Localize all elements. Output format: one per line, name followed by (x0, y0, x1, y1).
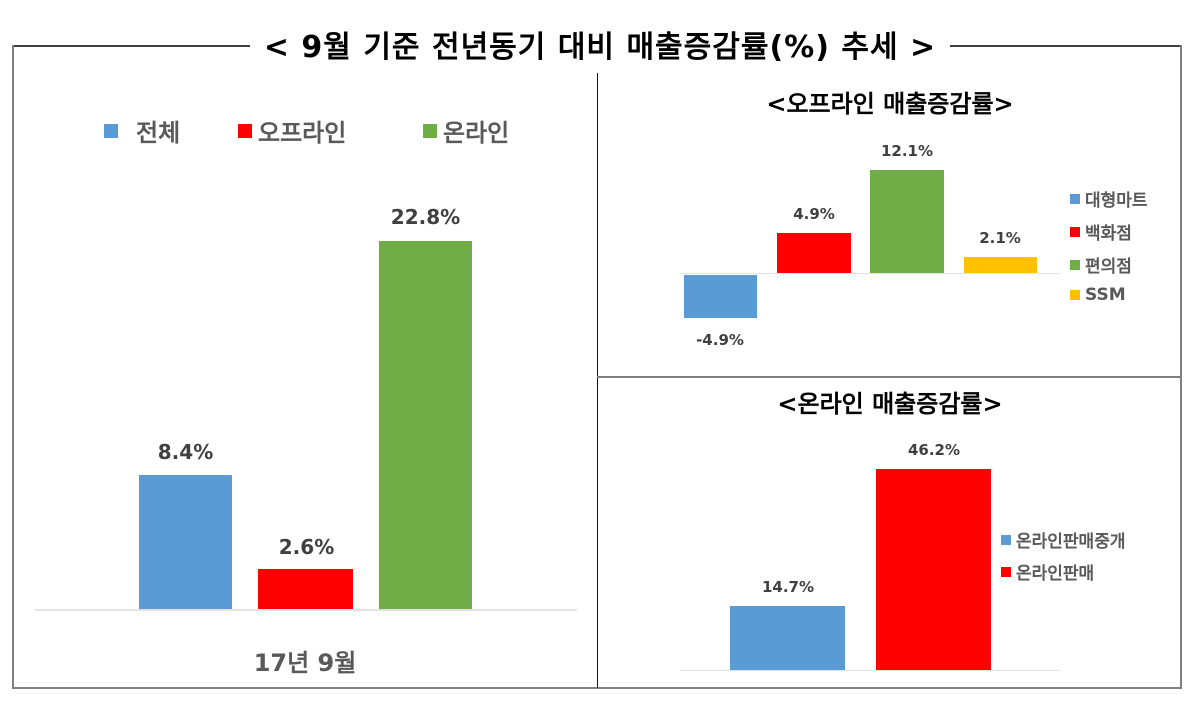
red-swatch-icon (1001, 566, 1011, 577)
blue-swatch-icon (1070, 193, 1080, 204)
offline-chart-title: <오프라인 매출증감률> (766, 90, 1014, 118)
legend-item-online-marketplace: 온라인판매중개 (1001, 527, 1125, 552)
online-chart-title: <온라인 매출증감률> (777, 390, 1003, 418)
bar-total (139, 475, 232, 610)
red-swatch-icon (1070, 226, 1080, 237)
bar-convenience-store (870, 170, 944, 274)
bar-online-retail (876, 469, 991, 670)
red-swatch-icon (238, 123, 252, 138)
frame-right-border (1180, 45, 1182, 689)
value-label-convenience-store: 12.1% (880, 142, 934, 160)
legend-label: 전체 (136, 119, 181, 147)
legend-item-total: 전체 (104, 113, 180, 148)
green-swatch-icon (1070, 259, 1080, 270)
yellow-swatch-icon (1070, 290, 1080, 300)
bar-offline (258, 569, 353, 610)
legend-label: 편의점 (1085, 257, 1132, 277)
bar-online (379, 241, 472, 610)
green-swatch-icon (423, 123, 437, 138)
legend-label: 오프라인 (258, 119, 347, 147)
legend-label: SSM (1085, 285, 1126, 305)
x-axis-line (35, 609, 577, 611)
legend-label: 대형마트 (1085, 191, 1148, 211)
legend-label: 백화점 (1085, 224, 1132, 244)
legend-item-convenience-store: 편의점 (1070, 252, 1132, 277)
bar-ssm (964, 257, 1037, 274)
value-label-hypermarket: -4.9% (696, 331, 744, 349)
value-label-online: 22.8% (390, 205, 461, 229)
legend-item-hypermarket: 대형마트 (1070, 186, 1148, 211)
page-title: < 9월 기준 전년동기 대비 매출증감률(%) 추세 > (0, 28, 1200, 68)
bar-online-marketplace (730, 606, 845, 670)
legend-item-ssm: SSM (1070, 285, 1126, 305)
value-label-offline: 2.6% (278, 535, 335, 559)
x-axis-category-label: 17년 9월 (253, 649, 357, 677)
value-label-department-store: 4.9% (793, 205, 835, 223)
horizontal-divider (597, 376, 1181, 378)
value-label-ssm: 2.1% (979, 229, 1021, 247)
legend-label: 온라인판매중개 (1016, 532, 1126, 552)
legend-item-online: 온라인 (423, 113, 509, 148)
value-label-online-marketplace: 14.7% (761, 578, 815, 596)
x-axis-line (680, 670, 1060, 671)
blue-swatch-icon (1001, 534, 1011, 545)
vertical-divider (597, 73, 598, 688)
legend-label: 온라인판매 (1016, 564, 1095, 584)
bar-department-store (777, 233, 851, 274)
bar-hypermarket (684, 275, 757, 318)
legend-item-online-retail: 온라인판매 (1001, 559, 1094, 584)
value-label-total: 8.4% (157, 440, 214, 464)
value-label-online-retail: 46.2% (907, 441, 961, 459)
frame-left-border (12, 45, 14, 689)
legend-label: 온라인 (443, 119, 510, 147)
legend-item-offline: 오프라인 (238, 113, 346, 148)
x-axis-line (680, 273, 1060, 274)
blue-swatch-icon (104, 123, 118, 138)
page-title-text: < 9월 기준 전년동기 대비 매출증감률(%) 추세 > (249, 30, 951, 65)
frame-bottom-border (12, 687, 1182, 689)
legend-item-department-store: 백화점 (1070, 219, 1132, 244)
